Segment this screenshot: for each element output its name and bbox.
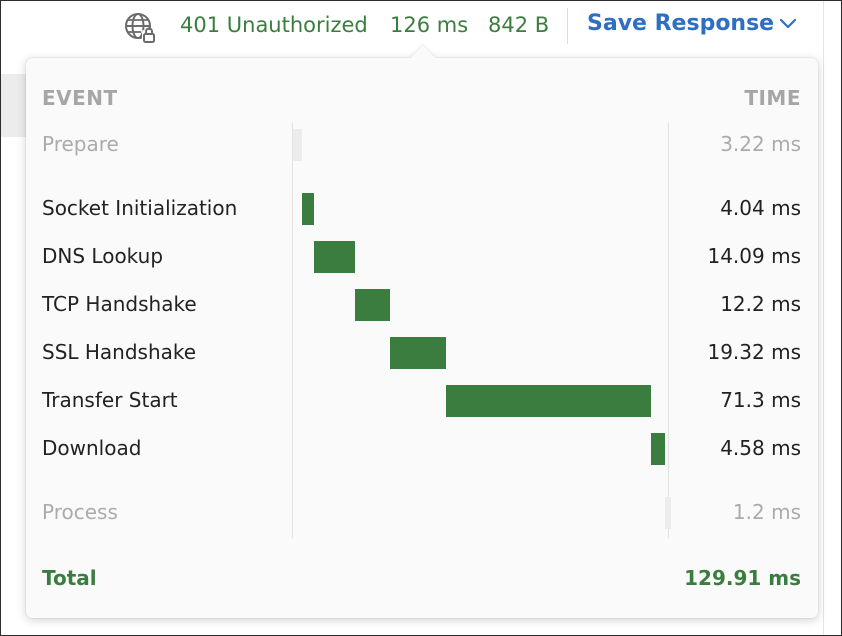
event-label: SSL Handshake xyxy=(42,340,197,364)
response-size[interactable]: 842 B xyxy=(488,13,550,37)
timing-row: Download 4.58 ms xyxy=(26,432,818,466)
background-divider xyxy=(823,0,824,636)
timing-row: DNS Lookup 14.09 ms xyxy=(26,240,818,274)
event-label: Prepare xyxy=(42,132,119,156)
timing-bar xyxy=(293,129,303,161)
status-divider xyxy=(567,8,568,44)
timing-bar xyxy=(302,193,314,225)
timing-row: Process 1.2 ms xyxy=(26,496,818,530)
timing-bar xyxy=(389,337,446,369)
event-label: Download xyxy=(42,436,142,460)
timeline-start-line xyxy=(292,122,293,538)
event-time: 14.09 ms xyxy=(707,244,801,268)
event-label: TCP Handshake xyxy=(42,292,197,316)
timing-bar xyxy=(664,497,671,529)
status-code[interactable]: 401 Unauthorized xyxy=(180,13,368,37)
timeline-end-line xyxy=(668,122,669,538)
event-time: 4.04 ms xyxy=(720,196,801,220)
total-value: 129.91 ms xyxy=(684,566,801,590)
event-time: 71.3 ms xyxy=(720,388,801,412)
response-status-bar: 401 Unauthorized 126 ms 842 B Save Respo… xyxy=(0,0,842,52)
event-column-header: EVENT xyxy=(42,86,118,110)
event-time: 1.2 ms xyxy=(732,500,801,524)
event-time: 19.32 ms xyxy=(707,340,801,364)
background-panel xyxy=(0,74,26,137)
timing-bar xyxy=(445,385,652,417)
save-response-button[interactable]: Save Response xyxy=(587,11,775,36)
timing-row: TCP Handshake 12.2 ms xyxy=(26,288,818,322)
chevron-down-icon[interactable] xyxy=(779,18,797,30)
timing-row: Prepare 3.22 ms xyxy=(26,128,818,162)
total-label: Total xyxy=(42,566,97,590)
timing-bar xyxy=(354,289,390,321)
timing-popover: EVENT TIME Prepare 3.22 ms Socket Initiali… xyxy=(26,45,818,618)
event-time: 12.2 ms xyxy=(720,292,801,316)
timing-bar xyxy=(651,433,665,465)
timing-row: SSL Handshake 19.32 ms xyxy=(26,336,818,370)
event-label: Process xyxy=(42,500,118,524)
total-row: Total 129.91 ms xyxy=(26,564,818,598)
event-label: Transfer Start xyxy=(42,388,178,412)
response-time[interactable]: 126 ms xyxy=(390,13,469,37)
event-label: Socket Initialization xyxy=(42,196,238,220)
event-time: 3.22 ms xyxy=(720,132,801,156)
event-time: 4.58 ms xyxy=(720,436,801,460)
timing-bar xyxy=(313,241,355,273)
event-label: DNS Lookup xyxy=(42,244,164,268)
time-column-header: TIME xyxy=(744,86,801,110)
globe-lock-icon[interactable] xyxy=(123,11,157,43)
timing-row: Transfer Start 71.3 ms xyxy=(26,384,818,418)
timing-row: Socket Initialization 4.04 ms xyxy=(26,192,818,226)
